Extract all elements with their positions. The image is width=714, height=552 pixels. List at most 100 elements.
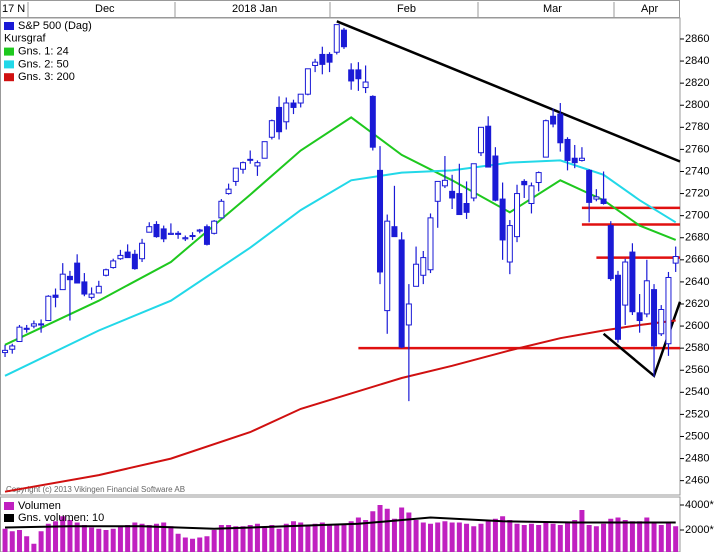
volume-bar [601, 523, 607, 552]
volume-bar [420, 522, 426, 552]
volume-bar [370, 511, 376, 552]
volume-bar [456, 522, 462, 552]
candle-body [283, 102, 290, 123]
volume-bar [38, 531, 44, 552]
volume-bar [204, 536, 210, 552]
volume-bar [593, 526, 599, 552]
candle-body [153, 223, 160, 238]
volume-bar [406, 512, 412, 552]
candle-body [276, 106, 283, 133]
candle-body [232, 167, 239, 182]
volume-bar [103, 530, 109, 552]
candle-body [319, 53, 326, 65]
candle-body [304, 68, 311, 95]
candle-body [658, 309, 665, 335]
y-tick-label: 2540 [685, 386, 709, 398]
volume-bar [435, 522, 441, 552]
y-tick-label: 4000* [685, 499, 714, 511]
volume-bar [464, 523, 470, 552]
candle-body [514, 193, 521, 238]
legend-label: Gns. 1: 24 [18, 46, 69, 58]
volume-bar [543, 522, 549, 552]
candle-body [456, 193, 463, 216]
candle-body [362, 81, 369, 89]
volume-bar [175, 533, 181, 552]
volume-frame [0, 496, 681, 552]
candle-body [326, 53, 333, 63]
candle-body [485, 125, 492, 168]
candle-body [586, 169, 593, 203]
volume-bar [608, 518, 614, 552]
copyright: Copyright (c) 2013 Vikingen Financial So… [6, 485, 185, 494]
legend-label: S&P 500 (Dag) [18, 20, 92, 32]
candle-body [146, 226, 153, 233]
legend-label: Gns. 2: 50 [18, 58, 69, 70]
volume-bar [312, 523, 318, 552]
candle-body [355, 69, 362, 80]
volume-bar [550, 523, 556, 552]
candle-body [218, 200, 225, 219]
candle-body [254, 162, 261, 167]
volume-bar [384, 508, 390, 552]
candle-body [405, 303, 412, 326]
volume-bar [615, 517, 621, 552]
y-tick-label: 2740 [685, 165, 709, 177]
volume-bar [427, 523, 433, 552]
volume-bar [319, 522, 325, 552]
legend-swatch [4, 22, 14, 30]
candle-body [557, 113, 564, 144]
legend-swatch [4, 502, 14, 510]
candle-body [550, 115, 557, 125]
volume-bar [449, 522, 455, 552]
volume-bar [190, 538, 196, 552]
candle-body [369, 95, 376, 148]
month-label: Feb [397, 3, 416, 15]
volume-bar [276, 528, 282, 552]
candle-body [290, 102, 297, 108]
y-tick-label: 2000* [685, 524, 714, 536]
trend-line [336, 20, 681, 163]
month-label: 17 N [2, 3, 25, 15]
y-tick-label: 2760 [685, 143, 709, 155]
legend-swatch [4, 514, 14, 522]
y-tick-label: 2860 [685, 33, 709, 45]
candle-body [665, 276, 672, 345]
volume-bar [341, 523, 347, 552]
candle-body [477, 126, 484, 154]
volume-bar [327, 525, 333, 552]
candle-body [131, 253, 138, 270]
candle-body [434, 180, 441, 202]
volume-bar [637, 521, 643, 552]
volume-bar [305, 525, 311, 552]
candle-body [470, 163, 477, 199]
volume-bar [2, 528, 8, 552]
candle-body [348, 69, 355, 82]
candle-body [571, 157, 578, 164]
candle-body [643, 280, 650, 315]
candle-body [614, 274, 621, 340]
y-tick-label: 2680 [685, 232, 709, 244]
candle-body [312, 61, 319, 66]
volume-bar [377, 505, 383, 552]
y-tick-label: 2700 [685, 210, 709, 222]
candle-body [124, 251, 131, 259]
volume-bar [197, 537, 203, 552]
candle-body [110, 260, 117, 269]
candle-body [463, 203, 470, 213]
y-tick-label: 2800 [685, 99, 709, 111]
candle-body [167, 232, 174, 235]
candle-body [175, 232, 182, 235]
volume-bar [81, 525, 87, 552]
volume-bar [45, 523, 51, 552]
candle-body [384, 220, 391, 312]
volume-bar [139, 523, 145, 552]
candle-body [9, 345, 16, 350]
volume-bar [298, 522, 304, 552]
legend-label: Kursgraf [4, 33, 47, 45]
volume-bar [557, 525, 563, 552]
candle-body [23, 327, 30, 330]
volume-average [4, 516, 676, 530]
candle-body [449, 190, 456, 199]
y-tick-label: 2480 [685, 452, 709, 464]
